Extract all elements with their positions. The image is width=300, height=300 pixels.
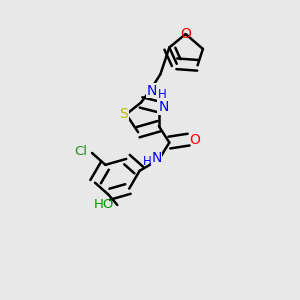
Text: HO: HO <box>94 199 114 212</box>
Text: O: O <box>180 27 191 41</box>
Text: N: N <box>146 84 157 98</box>
Text: S: S <box>119 107 128 121</box>
Text: Cl: Cl <box>75 145 88 158</box>
Text: H: H <box>143 155 152 168</box>
Text: N: N <box>152 151 162 165</box>
Text: N: N <box>158 100 169 114</box>
Text: O: O <box>190 133 201 147</box>
Text: H: H <box>158 88 166 100</box>
